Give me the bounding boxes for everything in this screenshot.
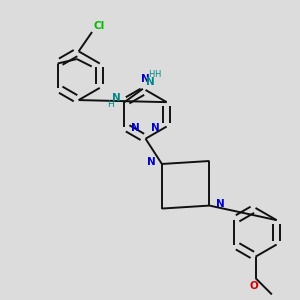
Text: H: H [107,100,114,109]
Text: N: N [131,123,140,133]
Text: N: N [141,74,150,84]
Text: Cl: Cl [94,20,105,31]
Text: O: O [250,281,258,291]
Text: H: H [154,70,161,79]
Text: N: N [147,158,155,167]
Text: N: N [146,77,154,87]
Text: N: N [216,199,225,209]
Text: N: N [152,123,160,133]
Text: H: H [148,70,154,79]
Text: N: N [112,93,121,103]
